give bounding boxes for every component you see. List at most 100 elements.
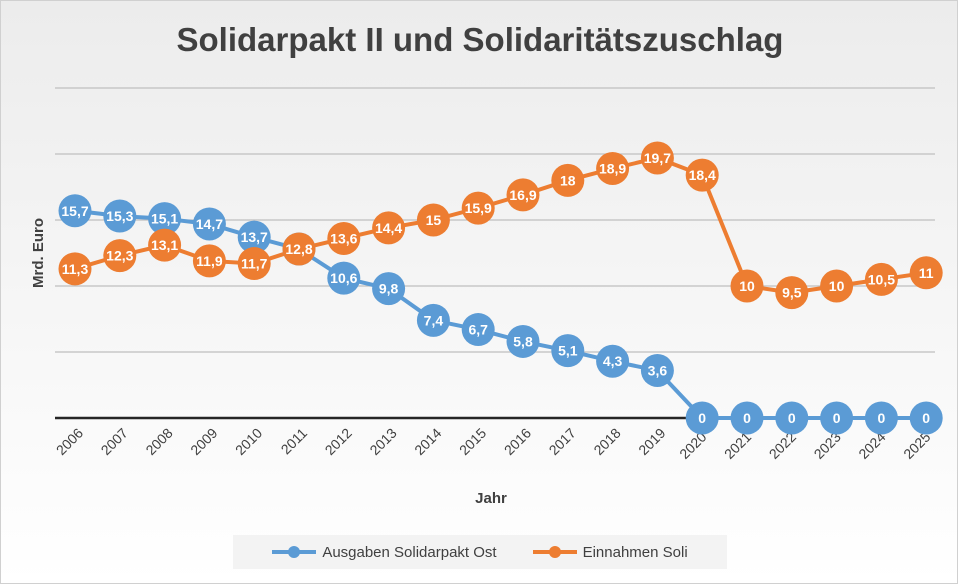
data-point	[237, 220, 271, 254]
data-point	[148, 202, 182, 236]
data-label: 13,7	[241, 229, 268, 245]
data-label: 14,7	[196, 216, 223, 232]
y-axis-label: Mrd. Euro	[30, 218, 47, 288]
data-label: 10,6	[330, 270, 357, 286]
legend-item-ausgaben: Ausgaben Solidarpakt Ost	[272, 543, 497, 561]
x-axis-label: Jahr	[475, 490, 507, 507]
data-label: 6,7	[468, 322, 488, 338]
legend-item-einnahmen: Einnahmen Soli	[532, 543, 688, 561]
data-point	[372, 211, 406, 245]
x-tick-label: 2006	[53, 425, 86, 458]
data-label: 0	[922, 410, 930, 426]
data-point	[148, 228, 182, 262]
data-point	[506, 178, 540, 212]
series-line	[74, 208, 927, 420]
data-label: 0	[743, 410, 751, 426]
x-tick-label: 2011	[278, 425, 311, 458]
data-label: 15,7	[61, 203, 88, 219]
x-tick-label: 2007	[98, 425, 131, 458]
chart-legend: Ausgaben Solidarpakt Ost Einnahmen Soli	[233, 535, 727, 569]
data-point	[192, 207, 226, 241]
data-point	[640, 353, 674, 387]
legend-swatch-einnahmen	[532, 546, 577, 558]
data-point	[685, 158, 719, 192]
data-label: 0	[788, 410, 796, 426]
data-label: 13,1	[151, 237, 178, 253]
data-point	[820, 269, 854, 303]
data-point	[58, 194, 92, 228]
data-label: 11	[919, 265, 934, 281]
data-label: 19,7	[644, 150, 671, 166]
data-point	[461, 313, 495, 347]
data-label: 10	[739, 278, 755, 294]
data-point	[282, 232, 316, 266]
data-point	[327, 221, 361, 255]
data-point	[864, 401, 898, 435]
data-label: 0	[698, 410, 706, 426]
data-point	[551, 163, 585, 197]
data-label: 12,8	[285, 241, 312, 257]
x-tick-label: 2017	[546, 425, 579, 458]
data-point	[416, 203, 450, 237]
x-tick-label: 2013	[366, 425, 399, 458]
data-point	[416, 303, 450, 337]
data-label: 18,4	[689, 167, 716, 183]
data-point	[237, 247, 271, 281]
data-point	[909, 401, 943, 435]
data-point	[820, 401, 854, 435]
data-point	[461, 191, 495, 225]
data-label: 13,6	[330, 230, 357, 246]
data-point	[775, 276, 809, 310]
data-label: 10	[829, 278, 845, 294]
data-label: 0	[833, 410, 841, 426]
data-label: 3,6	[648, 362, 668, 378]
data-point	[640, 141, 674, 175]
x-tick-label: 2010	[232, 425, 265, 458]
data-point	[506, 324, 540, 358]
x-tick-label: 2014	[411, 425, 444, 458]
legend-label-einnahmen: Einnahmen Soli	[582, 543, 688, 561]
data-label: 5,8	[513, 333, 533, 349]
x-tick-label: 2015	[456, 425, 489, 458]
data-label: 10,5	[868, 271, 895, 287]
data-point	[192, 244, 226, 278]
data-point	[327, 261, 361, 295]
data-label: 0	[878, 410, 886, 426]
chart-title: Solidarpakt II und Solidaritätszuschlag	[176, 21, 784, 58]
data-point	[596, 344, 630, 378]
data-label: 18	[560, 172, 576, 188]
data-label: 12,3	[106, 248, 133, 264]
data-point	[372, 272, 406, 306]
data-label: 9,8	[379, 281, 399, 297]
data-point	[909, 256, 943, 290]
data-label: 16,9	[509, 187, 536, 203]
data-label: 11,3	[62, 261, 89, 277]
data-label: 15,3	[106, 208, 133, 224]
data-point	[730, 269, 764, 303]
data-label: 15,9	[465, 200, 492, 216]
data-label: 4,3	[603, 353, 623, 369]
data-label: 11,7	[241, 256, 268, 272]
data-label: 9,5	[782, 285, 802, 301]
data-label: 15	[426, 212, 442, 228]
x-tick-label: 2012	[322, 425, 355, 458]
data-label: 18,9	[599, 161, 626, 177]
data-point	[685, 401, 719, 435]
legend-label-ausgaben: Ausgaben Solidarpakt Ost	[322, 543, 497, 561]
x-tick-label: 2008	[142, 425, 175, 458]
data-label: 11,9	[196, 253, 223, 269]
data-label: 5,1	[558, 343, 578, 359]
legend-swatch-ausgaben	[272, 546, 317, 558]
x-tick-label: 2018	[590, 425, 623, 458]
data-label: 15,1	[151, 211, 178, 227]
data-point	[775, 401, 809, 435]
data-point	[103, 199, 137, 233]
data-point	[730, 401, 764, 435]
data-point	[103, 239, 137, 273]
data-label: 14,4	[375, 220, 402, 236]
data-point	[551, 334, 585, 368]
x-tick-label: 2009	[187, 425, 220, 458]
x-tick-label: 2016	[501, 425, 534, 458]
